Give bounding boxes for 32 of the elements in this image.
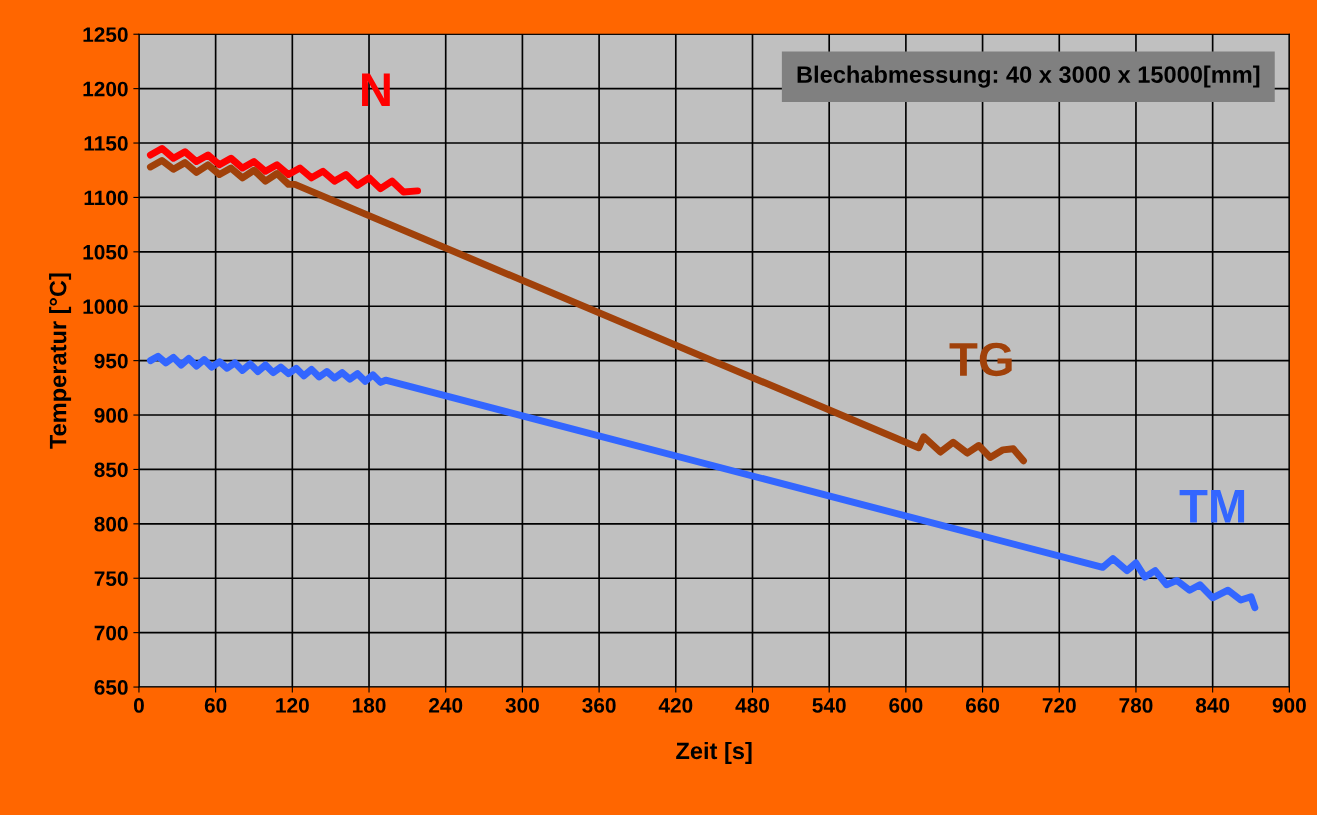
x-tick-label: 840	[1195, 698, 1230, 713]
y-tick-label: 900	[94, 408, 128, 423]
x-tick-label: 720	[1042, 698, 1076, 713]
y-tick-label: 1200	[83, 81, 128, 97]
x-tick-label: 600	[889, 698, 923, 713]
x-tick-label: 120	[276, 698, 309, 713]
y-tick-label: 1150	[84, 136, 128, 151]
y-tick-label: 1100	[84, 190, 128, 206]
y-tick-label: 650	[94, 680, 128, 695]
x-axis-title: Zeit [s]	[676, 741, 752, 764]
x-tick-label: 60	[204, 698, 227, 713]
y-tick-label: 850	[94, 462, 128, 478]
y-tick-label: 1000	[83, 299, 128, 314]
x-tick-label: 300	[505, 698, 539, 713]
y-axis-title: Temperatur [°C]	[49, 273, 72, 449]
x-tick-label: 420	[658, 698, 693, 713]
y-tick-label: 1250	[83, 27, 128, 42]
x-tick-label: 240	[429, 698, 463, 713]
x-tick-label: 540	[812, 698, 846, 713]
y-tick-label: 750	[94, 571, 128, 586]
x-tick-label: 480	[735, 698, 770, 713]
x-tick-label: 360	[582, 698, 616, 713]
x-tick-label: 660	[965, 698, 1000, 713]
y-tick-label: 800	[94, 516, 128, 532]
y-tick-label: 950	[94, 353, 128, 369]
x-tick-label: 900	[1272, 698, 1306, 713]
y-tick-label: 700	[94, 625, 128, 641]
annotation: Blechabmessung: 40 x 3000 x 15000[mm]	[797, 65, 1260, 88]
x-tick-label: 0	[133, 698, 144, 713]
x-tick-label: 180	[352, 698, 386, 713]
y-tick-label: 1050	[83, 244, 128, 260]
x-tick-label: 780	[1119, 698, 1153, 713]
